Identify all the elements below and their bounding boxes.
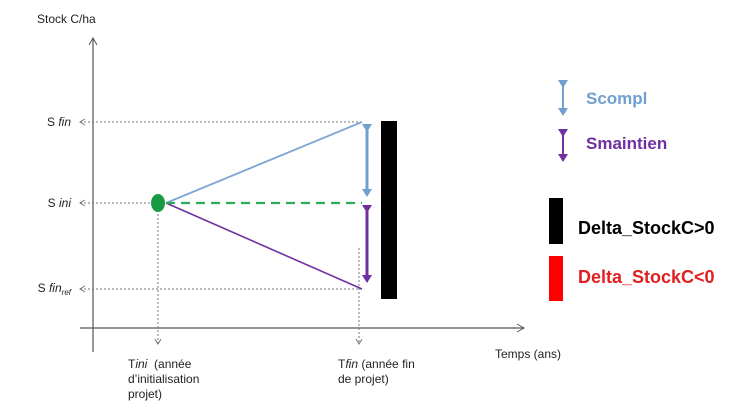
legend-scompl-label: Scompl [586,89,648,108]
x-label-tfin: Tfin (année fin de projet) [338,357,415,386]
legend-delta-negative-swatch [549,256,563,301]
delta-stock-bar [381,121,397,299]
legend-delta-positive-label: Delta_StockC>0 [578,218,715,238]
legend-delta-negative-label: Delta_StockC<0 [578,267,715,287]
y-label-s-ini: S ini [47,196,71,210]
x-label-tini: Tini (année d’initialisation projet) [128,357,200,401]
initial-stock-point [151,194,165,212]
x-axis-title: Temps (ans) [495,347,562,361]
trajectory-reference-line [165,202,363,290]
y-label-s-fin-ref: S finref [37,281,71,297]
trajectory-scompl-line [165,121,363,204]
y-axis-title: Stock C/ha [37,12,96,26]
legend-smaintien-label: Smaintien [586,134,668,153]
y-label-s-fin: S fin [46,115,71,129]
legend-delta-positive-swatch [549,198,563,244]
